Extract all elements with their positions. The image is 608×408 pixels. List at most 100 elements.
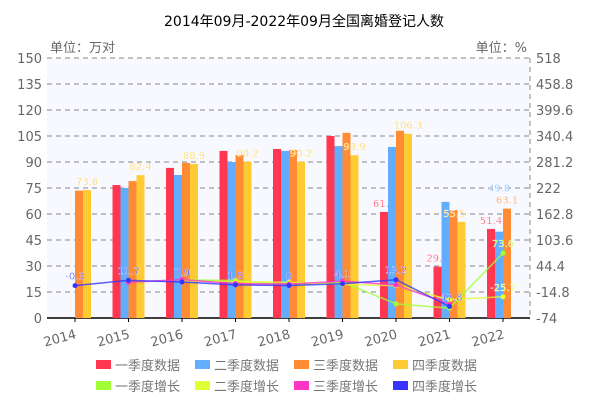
right-tick-label: 458.8	[536, 78, 573, 93]
bar-2	[441, 201, 450, 318]
bar-1	[380, 211, 388, 318]
growth-point	[233, 282, 238, 288]
growth-data-label: 11.7	[117, 266, 139, 277]
legend-item[interactable]: 三季度数据	[294, 355, 378, 374]
growth-data-label: 1.5	[228, 271, 244, 282]
bar-1	[112, 185, 121, 318]
growth-point	[286, 283, 292, 288]
bar-data-label: 29.6	[426, 254, 448, 265]
bar-data-label: 106.3	[394, 121, 423, 132]
bar-data-label: 49.8	[488, 184, 510, 195]
bar-3	[503, 208, 511, 318]
legend-item[interactable]: 一季度数据	[96, 355, 180, 374]
legend-item[interactable]: 四季度数据	[393, 355, 477, 374]
bar-4	[190, 163, 198, 318]
bar-2	[388, 146, 396, 318]
right-tick-label: 162.8	[536, 208, 573, 223]
growth-data-label: 7.9	[174, 268, 190, 279]
legend-label: 一季度增长	[115, 380, 181, 395]
right-tick-label: 399.6	[536, 104, 573, 119]
legend-label: 四季度增长	[412, 380, 478, 395]
bar-3	[235, 155, 244, 318]
growth-data-label: -25.7	[490, 283, 516, 294]
growth-point	[500, 294, 506, 300]
legend-item[interactable]: 一季度增长	[96, 376, 180, 395]
bar-2	[495, 231, 503, 318]
growth-point	[447, 297, 452, 303]
right-tick-label: 103.6	[536, 234, 573, 249]
bar-data-label: 55.5	[443, 209, 465, 220]
bar-1	[487, 228, 495, 318]
left-tick-label: 135	[17, 78, 42, 93]
growth-point	[393, 277, 399, 283]
bar-3	[182, 162, 190, 318]
bar-data-label: 93.9	[343, 142, 365, 153]
bar-4	[297, 161, 305, 318]
x-tick-label: 2020	[363, 327, 399, 350]
bar-data-label: 90.2	[290, 149, 312, 160]
bar-3	[449, 210, 458, 318]
legend-swatch	[393, 360, 408, 369]
bar-3	[289, 149, 297, 318]
bar-1	[273, 149, 281, 318]
x-tick-label: 2021	[417, 327, 453, 350]
legend-label: 二季度数据	[214, 359, 280, 374]
bar-data-label: 88.9	[183, 151, 205, 162]
growth-data-label: 73.6	[492, 239, 514, 250]
left-tick-label: 75	[25, 182, 42, 197]
growth-point	[447, 303, 452, 309]
growth-point	[126, 277, 131, 283]
growth-point	[179, 279, 185, 285]
legend-label: 二季度增长	[214, 380, 280, 395]
bar-1	[166, 167, 174, 318]
legend-item[interactable]: 二季度数据	[195, 355, 279, 374]
bar-4	[457, 221, 466, 318]
bar-4	[83, 190, 91, 318]
bar-2	[227, 162, 236, 318]
bar-4	[350, 155, 359, 318]
bar-3	[75, 190, 83, 318]
left-tick-label: 120	[17, 104, 42, 119]
legend-swatch	[294, 381, 309, 390]
bar-4	[136, 175, 145, 318]
right-tick-label: 518	[536, 52, 561, 67]
legend-item[interactable]: 三季度增长	[294, 376, 378, 395]
bar-data-label: 90.2	[236, 149, 258, 160]
bar-1	[326, 136, 335, 318]
right-tick-label: -14.8	[536, 286, 570, 301]
bar-2	[120, 188, 129, 318]
bar-3	[396, 130, 404, 318]
x-tick-label: 2016	[149, 327, 185, 350]
growth-point	[500, 250, 506, 256]
legend-item[interactable]: 二季度增长	[195, 376, 279, 395]
left-tick-label: 60	[25, 208, 42, 223]
right-tick-label: 281.2	[536, 156, 573, 171]
legend-label: 一季度数据	[115, 359, 181, 374]
bar-data-label: 61.2	[373, 199, 395, 210]
growth-data-label: -0.3	[65, 272, 85, 283]
bar-3	[128, 181, 137, 318]
x-tick-label: 2019	[310, 327, 346, 350]
legend-swatch	[393, 381, 408, 390]
growth-point	[340, 281, 345, 287]
right-tick-label: 44.4	[536, 260, 565, 275]
left-axis-unit: 单位：万对	[50, 41, 115, 56]
bar-4	[404, 133, 412, 318]
left-tick-label: 90	[25, 156, 42, 171]
left-tick-label: 15	[25, 286, 42, 301]
left-tick-label: 45	[25, 234, 42, 249]
bar-4	[243, 161, 252, 318]
bar-data-label: 51.4	[480, 216, 502, 227]
growth-data-label: 0	[286, 272, 292, 283]
legend-item[interactable]: 四季度增长	[393, 376, 477, 395]
left-tick-label: 0	[34, 312, 42, 327]
legend-swatch	[294, 360, 309, 369]
x-tick-label: 2014	[42, 327, 78, 350]
bar-1	[433, 266, 442, 318]
growth-data-label: 13.2	[385, 266, 407, 277]
growth-data-label: 4.1	[335, 270, 351, 281]
legend-label: 三季度增长	[313, 380, 379, 395]
bar-data-label: 82.4	[129, 162, 151, 173]
bar-data-label: 73.8	[76, 177, 98, 188]
